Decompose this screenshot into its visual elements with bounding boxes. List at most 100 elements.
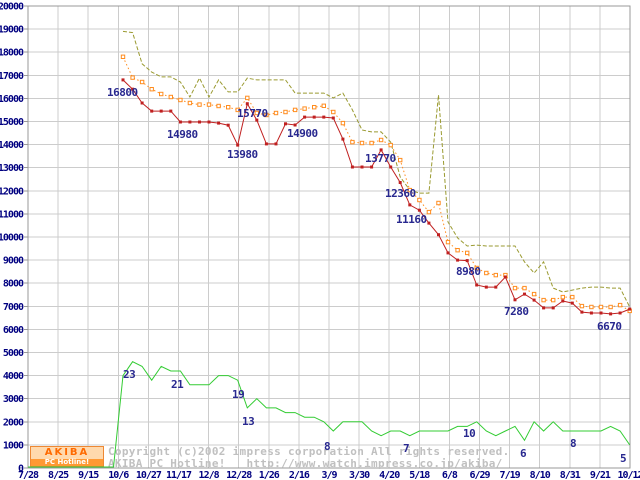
y-tick-label: 15000: [0, 117, 24, 128]
copyright-line1: Copyright (c)2002 impress corporation Al…: [108, 445, 510, 458]
x-tick-label: 3/9: [321, 470, 337, 480]
marker-average-price: [359, 140, 365, 146]
marker-lowest-price: [169, 109, 173, 113]
marker-lowest-price: [188, 120, 192, 124]
marker-lowest-price: [599, 311, 603, 315]
marker-lowest-price: [379, 148, 383, 152]
marker-average-price: [522, 285, 527, 291]
marker-average-price: [378, 137, 384, 143]
marker-lowest-price: [274, 142, 278, 146]
shop-count-annotation: 8: [570, 437, 576, 450]
marker-lowest-price: [198, 120, 201, 124]
y-tick-label: 17000: [0, 71, 24, 82]
marker-average-price: [531, 291, 537, 297]
marker-lowest-price: [618, 311, 622, 315]
price-annotation: 6670: [597, 320, 622, 333]
marker-lowest-price: [465, 259, 469, 263]
marker-lowest-price: [570, 301, 574, 305]
marker-lowest-price: [427, 221, 431, 225]
marker-lowest-price: [245, 102, 249, 106]
marker-lowest-price: [140, 101, 144, 105]
y-tick-label: 12000: [0, 186, 24, 197]
marker-lowest-price: [217, 121, 221, 125]
marker-average-price: [589, 304, 594, 310]
marker-lowest-price: [437, 233, 440, 237]
y-tick-label: 16000: [0, 94, 24, 105]
marker-average-price: [197, 102, 202, 107]
marker-average-price: [551, 297, 556, 303]
marker-lowest-price: [446, 251, 450, 255]
x-tick-label: 10/27: [136, 470, 162, 480]
x-tick-label: 10/12: [617, 470, 640, 480]
x-tick-label: 5/18: [409, 470, 430, 480]
marker-average-price: [465, 250, 470, 256]
marker-lowest-price: [475, 283, 479, 287]
x-tick-label: 9/15: [78, 470, 99, 480]
x-tick-label: 7/28: [18, 470, 39, 480]
price-annotation: 11160: [396, 213, 427, 226]
marker-lowest-price: [532, 298, 536, 302]
marker-average-price: [245, 95, 250, 101]
y-tick-label: 20000: [0, 2, 24, 13]
x-tick-label: 8/25: [48, 470, 69, 480]
price-annotation: 14900: [287, 127, 318, 140]
marker-average-price: [579, 303, 585, 309]
marker-average-price: [178, 97, 183, 103]
marker-lowest-price: [331, 116, 335, 120]
price-annotation: 8980: [456, 265, 481, 278]
x-tick-label: 12/8: [199, 470, 220, 480]
marker-average-price: [139, 79, 145, 85]
x-tick-label: 3/30: [349, 470, 370, 480]
marker-lowest-price: [341, 137, 345, 141]
akiba-logo-text: AKIBA: [31, 447, 103, 459]
y-tick-label: 3000: [3, 394, 24, 405]
x-tick-label: 7/19: [500, 470, 521, 480]
marker-average-price: [206, 102, 212, 107]
price-annotation: 15770: [237, 107, 268, 120]
y-tick-label: 0: [18, 464, 24, 475]
marker-average-price: [445, 239, 451, 245]
marker-lowest-price: [503, 275, 507, 279]
marker-lowest-price: [350, 165, 354, 169]
marker-lowest-price: [121, 78, 125, 82]
marker-average-price: [159, 91, 164, 97]
marker-average-price: [598, 304, 604, 310]
series-line-shop-count: [28, 361, 631, 468]
series-line-highest-price: [122, 30, 631, 308]
x-tick-label: 12/28: [226, 470, 252, 480]
marker-average-price: [474, 265, 479, 271]
marker-lowest-price: [312, 115, 316, 119]
marker-average-price: [541, 297, 546, 303]
y-tick-label: 2000: [3, 417, 24, 428]
y-tick-label: 10000: [0, 233, 24, 244]
marker-lowest-price: [255, 118, 259, 122]
marker-lowest-price: [370, 165, 374, 169]
marker-average-price: [120, 54, 126, 59]
price-annotation: 12360: [385, 187, 416, 200]
x-tick-label: 6/29: [469, 470, 490, 480]
marker-average-price: [321, 103, 327, 108]
marker-lowest-price: [360, 165, 364, 169]
series-line-lowest-price: [122, 79, 630, 315]
shop-count-annotation: 23: [123, 368, 135, 381]
x-tick-label: 8/31: [560, 470, 581, 480]
marker-average-price: [388, 142, 393, 148]
marker-average-price: [331, 109, 336, 115]
marker-lowest-price: [523, 292, 526, 296]
marker-average-price: [283, 109, 288, 115]
shop-count-annotation: 21: [171, 378, 184, 391]
x-tick-label: 4/20: [379, 470, 400, 480]
shop-count-annotation: 7: [403, 442, 409, 455]
y-tick-label: 6000: [3, 325, 24, 336]
marker-lowest-price: [293, 123, 297, 127]
marker-average-price: [302, 106, 307, 111]
marker-lowest-price: [561, 299, 565, 303]
marker-average-price: [512, 285, 518, 291]
marker-average-price: [264, 112, 269, 118]
marker-average-price: [407, 187, 413, 193]
marker-average-price: [417, 197, 422, 203]
marker-lowest-price: [456, 258, 460, 262]
